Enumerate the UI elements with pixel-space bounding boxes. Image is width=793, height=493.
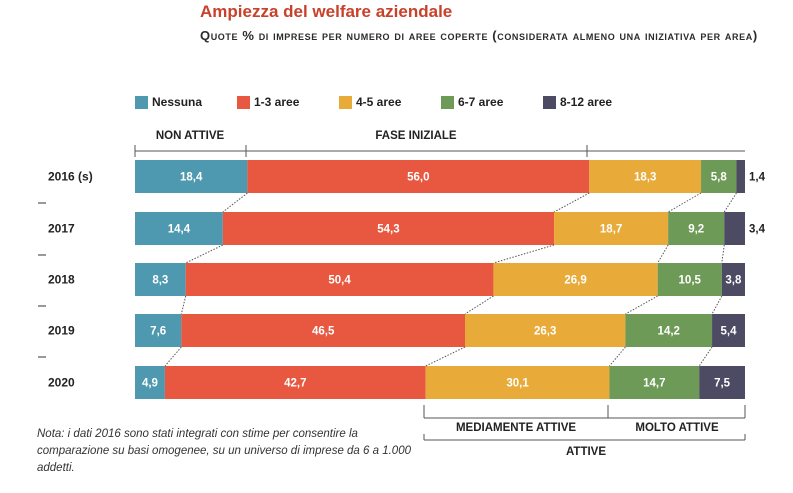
group-label-fase-iniziale: FASE INIZIALE [375,130,456,142]
data-label: 3,8 [725,275,742,287]
data-label: 26,9 [564,275,586,287]
data-label: 7,5 [714,378,731,390]
category-label: 2018 [48,273,75,287]
data-label: 18,4 [180,172,203,184]
bar-segment [609,366,700,399]
bar-segment [736,160,745,193]
chart-subtitle: Quote % di imprese per numero di aree co… [200,28,758,43]
bars-layer: 2016 (s) 18,4 56,0 18,3 5,8 1,4 2017 14,4 54,3 18… [38,160,766,399]
legend-swatch-6-7 [441,95,454,109]
data-label: 4,9 [142,378,158,390]
connector-line [721,244,725,264]
bar-segment [247,160,590,193]
bar-segment [554,212,669,245]
bar-segment [135,366,165,399]
data-label: 7,6 [150,326,166,338]
legend-swatch-8-12 [543,95,556,109]
category-label: 2017 [48,222,75,236]
legend-item-8-12: 8-12 aree [543,95,645,109]
bar-segment [135,212,223,245]
connector-line [723,192,737,213]
legend-label-8-12: 8-12 aree [560,95,613,109]
legend-item-1-3: 1-3 aree [237,95,339,109]
connector-line [711,295,723,315]
data-label: 8,3 [152,275,168,287]
legend-swatch-1-3 [237,95,250,109]
bar-segment [721,263,745,296]
group-label-molto-attive: MOLTO ATTIVE [635,422,719,434]
data-label: 18,7 [600,224,622,236]
group-label-non-attive: NON ATTIVE [156,130,225,142]
legend-swatch-nessuna [135,95,148,109]
bar-segment [135,160,248,193]
category-label: 2020 [48,376,75,390]
connector-line [698,346,713,367]
connector-line [425,346,466,367]
bar-segment [712,314,745,347]
bar-segment [135,263,186,296]
bar-segment [589,160,702,193]
data-label: 1,4 [749,172,766,184]
footnote: Nota: i dati 2016 sono stati integrati c… [37,428,411,474]
bar-segment [135,314,182,347]
legend-label-6-7: 6-7 aree [458,95,504,109]
data-label: 5,8 [711,172,728,184]
connector-line [667,192,702,213]
data-label: 10,5 [679,275,702,287]
data-label: 14,7 [643,378,665,390]
bar-segment [625,314,713,347]
bar-segment [185,263,494,296]
bar-segment [699,366,745,399]
bar-segment [724,212,745,245]
legend: Nessuna 1-3 aree 4-5 aree 6-7 aree 8-12 … [135,95,645,109]
connector-line [222,192,248,213]
bar-segment [164,366,426,399]
connector-line [609,346,626,367]
connector-line [657,244,669,264]
legend-swatch-4-5 [339,95,352,109]
connector-line [164,346,182,367]
data-label: 42,7 [284,378,306,390]
data-label: 30,1 [506,378,529,390]
data-label: 46,5 [312,326,335,338]
bar-segment [657,263,722,296]
category-label: 2019 [48,324,75,338]
data-label: 18,3 [634,172,656,184]
bar-segment [465,314,626,347]
legend-label-nessuna: Nessuna [152,95,203,109]
connector-line [464,295,494,315]
legend-label-1-3: 1-3 aree [254,95,300,109]
bar-segment [181,314,466,347]
data-label: 14,2 [658,326,680,338]
connector-line [625,295,658,315]
data-label: 5,4 [721,326,738,338]
data-label: 14,4 [168,224,191,236]
bar-segment [425,366,610,399]
group-label-mediamente-attive: MEDIAMENTE ATTIVE [456,422,576,434]
connector-line [185,244,224,264]
connector-line [493,244,555,264]
connector-line [180,295,187,315]
connector-line [553,192,590,213]
bar-segment [493,263,658,296]
bar-segment [701,160,737,193]
group-label-attive: ATTIVE [566,446,606,458]
legend-item-6-7: 6-7 aree [441,95,543,109]
chart-title: Ampiezza del welfare aziendale [200,2,453,21]
data-label: 50,4 [328,275,351,287]
legend-label-4-5: 4-5 aree [356,95,402,109]
data-label: 56,0 [407,172,429,184]
legend-item-4-5: 4-5 aree [339,95,441,109]
category-label: 2016 (s) [48,170,93,184]
data-label: 3,4 [749,224,766,236]
legend-item-nessuna: Nessuna [135,95,237,109]
data-label: 54,3 [377,224,399,236]
data-label: 26,3 [534,326,556,338]
bar-segment [668,212,725,245]
data-label: 9,2 [688,224,704,236]
bar-segment [222,212,555,245]
